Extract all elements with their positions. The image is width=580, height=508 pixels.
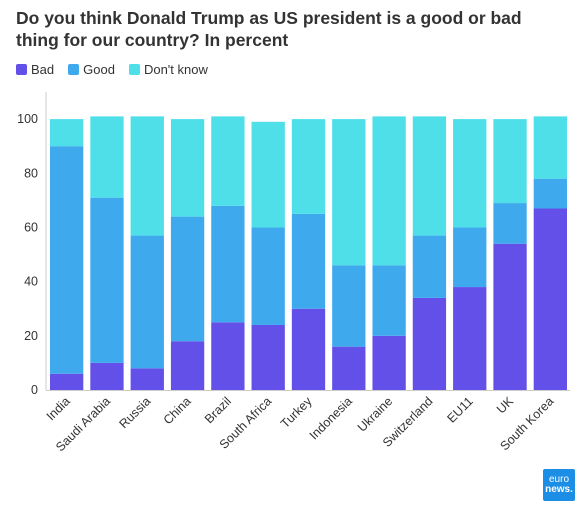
- bar-switzerland-bad: [412, 297, 447, 390]
- bar-south-africa-don-t-know: [251, 121, 285, 228]
- y-tick-label-40: 40: [24, 275, 38, 289]
- x-tick-label-russia: Russia: [116, 394, 153, 431]
- bar-switzerland-good: [412, 235, 447, 298]
- logo-text-line2: news.: [545, 484, 573, 495]
- bar-saudi-arabia-good: [90, 197, 124, 363]
- legend: Bad Good Don't know: [16, 62, 208, 77]
- bar-russia-bad: [130, 368, 164, 390]
- bar-russia-don-t-know: [130, 116, 164, 236]
- x-tick-label-uk: UK: [494, 394, 517, 417]
- bar-south-africa-good: [251, 227, 285, 325]
- x-tick-label-ukraine: Ukraine: [355, 394, 395, 434]
- bar-south-korea-good: [533, 178, 567, 209]
- bar-eu11-don-t-know: [453, 119, 487, 228]
- bar-indonesia-bad: [332, 346, 366, 390]
- x-tick-label-china: China: [161, 394, 194, 427]
- chart-title: Do you think Donald Trump as US presiden…: [16, 8, 522, 50]
- x-tick-label-eu11: EU11: [444, 394, 475, 425]
- bar-indonesia-good: [332, 265, 366, 347]
- bar-uk-don-t-know: [493, 119, 527, 204]
- legend-item-bad[interactable]: Bad: [16, 62, 54, 77]
- bar-india-don-t-know: [50, 119, 84, 147]
- bar-brazil-bad: [211, 322, 245, 390]
- bar-india-good: [50, 146, 84, 374]
- legend-swatch-good: [68, 64, 80, 75]
- bar-saudi-arabia-bad: [90, 362, 124, 390]
- bar-switzerland-don-t-know: [412, 116, 447, 236]
- logo-text-line1: euro: [548, 474, 569, 485]
- x-tick-label-india: India: [44, 394, 73, 423]
- bar-turkey-bad: [291, 308, 326, 390]
- bar-china-bad: [170, 341, 205, 390]
- legend-item-dont-know[interactable]: Don't know: [128, 62, 208, 77]
- bar-china-good: [170, 216, 205, 342]
- legend-label-good: Good: [83, 62, 115, 77]
- bar-south-korea-bad: [533, 208, 567, 390]
- y-tick-label-100: 100: [17, 112, 38, 126]
- bar-uk-bad: [493, 243, 527, 390]
- legend-label-dont-know: Don't know: [143, 62, 208, 77]
- bar-turkey-don-t-know: [291, 119, 326, 214]
- bar-ukraine-don-t-know: [372, 116, 406, 266]
- bar-eu11-good: [453, 227, 487, 288]
- bar-china-don-t-know: [170, 119, 205, 217]
- legend-swatch-dont-know: [128, 64, 140, 75]
- x-tick-label-indonesia: Indonesia: [307, 394, 355, 442]
- bar-saudi-arabia-don-t-know: [90, 116, 124, 198]
- bar-ukraine-bad: [372, 335, 406, 390]
- x-tick-label-brazil: Brazil: [202, 394, 234, 426]
- bar-india-bad: [50, 373, 84, 390]
- bar-south-africa-bad: [251, 324, 285, 390]
- bar-russia-good: [130, 235, 164, 369]
- y-tick-label-0: 0: [31, 383, 38, 397]
- bar-uk-good: [493, 203, 527, 244]
- y-tick-label-60: 60: [24, 220, 38, 234]
- y-tick-label-20: 20: [24, 329, 38, 343]
- legend-label-bad: Bad: [31, 62, 55, 77]
- y-tick-label-80: 80: [24, 166, 38, 180]
- bar-south-korea-don-t-know: [533, 116, 567, 179]
- bar-ukraine-good: [372, 265, 406, 336]
- euronews-logo: euro news.: [543, 469, 575, 501]
- bar-indonesia-don-t-know: [332, 119, 366, 266]
- bar-eu11-bad: [453, 287, 487, 390]
- bar-brazil-don-t-know: [211, 116, 245, 206]
- x-tick-label-turkey: Turkey: [278, 394, 315, 431]
- bar-turkey-good: [291, 213, 326, 309]
- legend-swatch-bad: [16, 64, 27, 75]
- bar-brazil-good: [211, 205, 245, 323]
- legend-item-good[interactable]: Good: [68, 62, 115, 77]
